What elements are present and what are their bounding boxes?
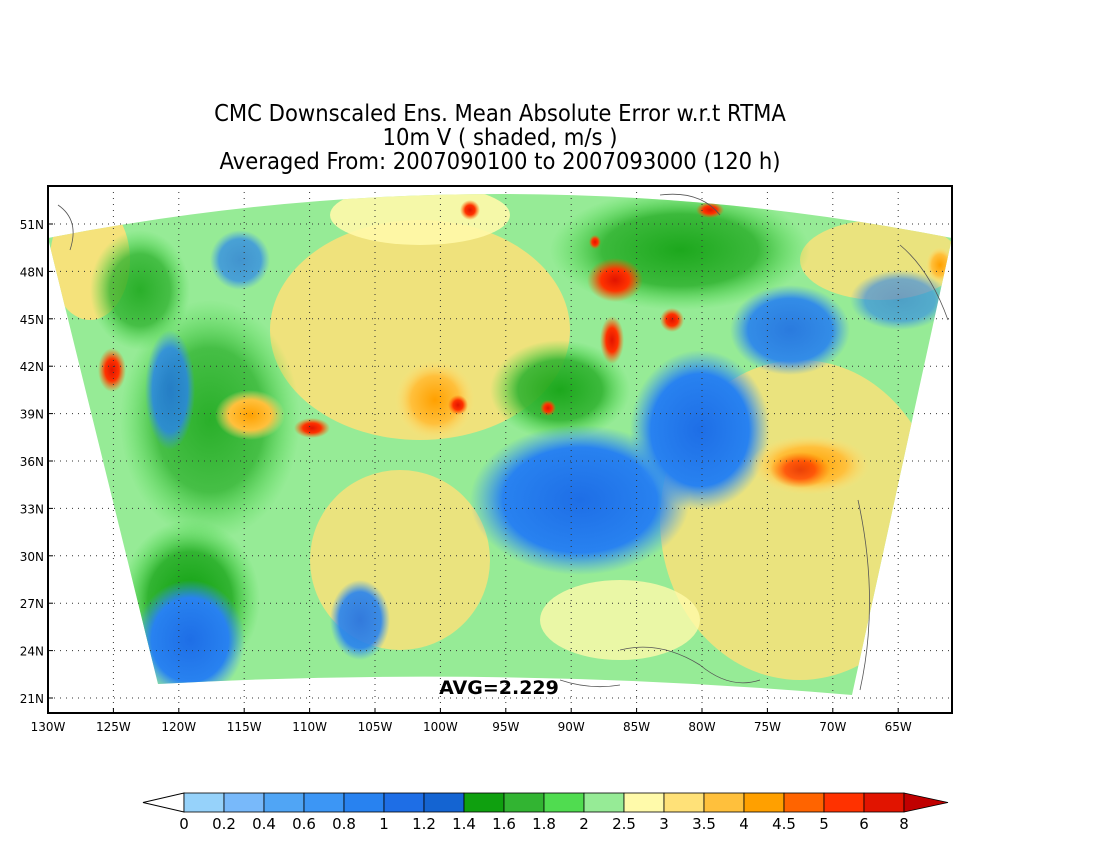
colorbar-label: 0.8: [332, 815, 356, 833]
lat-label: 21N: [20, 692, 44, 706]
coastline: [57, 193, 949, 691]
graticule: [48, 186, 952, 713]
colorbar-label: 3.5: [692, 815, 716, 833]
lon-label: 115W: [227, 720, 262, 734]
colorbar-under-arrow: [142, 792, 185, 813]
colorbar-swatch: [863, 792, 905, 813]
colorbar-swatch: [623, 792, 665, 813]
lon-label: 120W: [161, 720, 196, 734]
lon-label: 70W: [819, 720, 846, 734]
lon-label: 110W: [292, 720, 327, 734]
colorbar-label: 4: [739, 815, 749, 833]
lat-label: 33N: [20, 502, 44, 516]
average-label: AVG=2.229: [439, 677, 559, 699]
lon-label: 85W: [623, 720, 650, 734]
colorbar-label: 0.6: [292, 815, 316, 833]
longitude-axis: 130W 125W 120W 115W 110W 105W 100W 95W 90W 85W 80W…: [31, 708, 912, 734]
colorbar-label: 0.2: [212, 815, 236, 833]
colorbar: 0 0.2 0.4 0.6 0.8 1 1.2 1.4 1.6 1.8 2 2.5 3 3.5 4 4.5 5 6…: [142, 792, 949, 833]
lon-label: 100W: [423, 720, 458, 734]
shaded-field: [48, 194, 952, 695]
lon-label: 80W: [688, 720, 715, 734]
lon-label: 90W: [558, 720, 585, 734]
colorbar-swatch: [343, 792, 385, 813]
colorbar-swatch: [583, 792, 625, 813]
colorbar-label: 1: [379, 815, 389, 833]
lon-label: 65W: [885, 720, 912, 734]
colorbar-label: 0: [179, 815, 189, 833]
lon-label: 125W: [96, 720, 131, 734]
lat-label: 45N: [20, 313, 44, 327]
colorbar-swatch: [423, 792, 465, 813]
colorbar-label: 4.5: [772, 815, 796, 833]
latitude-axis: 51N 48N 45N 42N 39N 36N 33N 30N 27N 24N 21N: [20, 218, 53, 706]
colorbar-swatch: [783, 792, 825, 813]
colorbar-label: 8: [899, 815, 909, 833]
colorbar-label: 1.6: [492, 815, 516, 833]
chart-title: CMC Downscaled Ens. Mean Absolute Error …: [214, 101, 786, 127]
chart-subtitle: 10m V ( shaded, m/s ): [382, 125, 618, 151]
lat-label: 42N: [20, 360, 44, 374]
colorbar-swatch: [383, 792, 425, 813]
colorbar-over-arrow: [903, 792, 949, 813]
map-frame: [47, 185, 953, 714]
colorbar-label: 0.4: [252, 815, 276, 833]
lon-label: 95W: [492, 720, 519, 734]
lat-label: 51N: [20, 218, 44, 232]
lat-label: 24N: [20, 645, 44, 659]
colorbar-label: 2.5: [612, 815, 636, 833]
colorbar-swatch: [303, 792, 345, 813]
lon-label: 105W: [358, 720, 393, 734]
colorbar-swatch: [503, 792, 545, 813]
colorbar-swatch: [223, 792, 265, 813]
colorbar-label: 2: [579, 815, 589, 833]
colorbar-swatch: [183, 792, 225, 813]
lon-label: 75W: [754, 720, 781, 734]
colorbar-swatch: [543, 792, 585, 813]
colorbar-label: 5: [819, 815, 829, 833]
lat-label: 27N: [20, 597, 44, 611]
chart-period: Averaged From: 2007090100 to 2007093000 …: [219, 149, 781, 175]
colorbar-swatch: [663, 792, 705, 813]
colorbar-label: 6: [859, 815, 869, 833]
colorbar-label: 1.4: [452, 815, 476, 833]
lat-label: 30N: [20, 550, 44, 564]
colorbar-label: 1.2: [412, 815, 436, 833]
lat-label: 39N: [20, 408, 44, 422]
lon-label: 130W: [31, 720, 66, 734]
colorbar-swatch: [823, 792, 865, 813]
colorbar-swatch: [743, 792, 785, 813]
colorbar-swatch: [703, 792, 745, 813]
colorbar-swatch: [463, 792, 505, 813]
colorbar-swatch: [263, 792, 305, 813]
lat-label: 36N: [20, 455, 44, 469]
colorbar-label: 3: [659, 815, 669, 833]
colorbar-label: 1.8: [532, 815, 556, 833]
lat-label: 48N: [20, 265, 44, 279]
